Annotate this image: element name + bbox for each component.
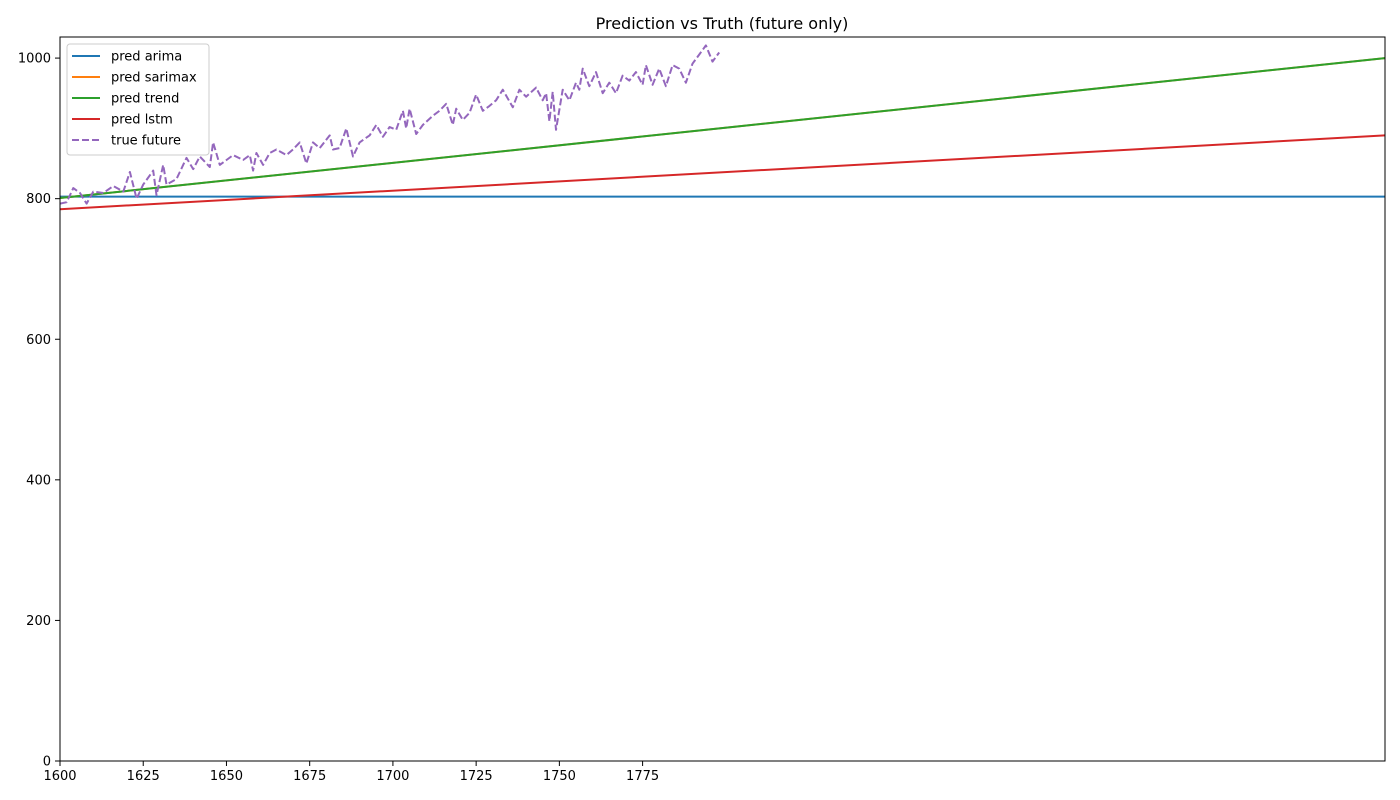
legend: pred arima pred sarimax pred trend pred lst… <box>66 43 210 156</box>
y-tick-label: 200 <box>26 614 51 629</box>
x-tick-label: 1675 <box>293 769 326 784</box>
legend-label: pred lstm <box>111 113 173 128</box>
y-tick-label: 400 <box>26 473 51 488</box>
series-line-pred-trend <box>60 57 1385 199</box>
legend-label: pred trend <box>111 92 179 107</box>
y-tick-label: 0 <box>43 755 51 770</box>
legend-box <box>66 43 210 156</box>
x-tick-label: 1650 <box>210 769 243 784</box>
x-tick-label: 1700 <box>376 769 409 784</box>
x-tick-label: 1625 <box>127 769 160 784</box>
y-axis: 0 200 400 600 800 1000 <box>18 52 60 770</box>
x-tick-label: 1775 <box>626 769 659 784</box>
y-tick-label: 800 <box>26 192 51 207</box>
series-layer <box>60 44 1385 211</box>
x-tick-label: 1600 <box>43 769 76 784</box>
legend-label: pred arima <box>111 50 182 65</box>
legend-label: true future <box>111 134 181 149</box>
series-line-true-future <box>60 44 721 205</box>
x-tick-label: 1725 <box>460 769 493 784</box>
x-tick-label: 1750 <box>543 769 576 784</box>
x-axis: 1600 1625 1650 1675 1700 1725 1750 1775 <box>43 761 659 784</box>
y-tick-label: 1000 <box>18 52 51 67</box>
chart-title: Prediction vs Truth (future only) <box>596 14 849 33</box>
y-tick-label: 600 <box>26 333 51 348</box>
legend-label: pred sarimax <box>111 71 197 86</box>
plot-frame <box>59 36 1386 762</box>
series-line-pred-lstm <box>60 134 1385 211</box>
